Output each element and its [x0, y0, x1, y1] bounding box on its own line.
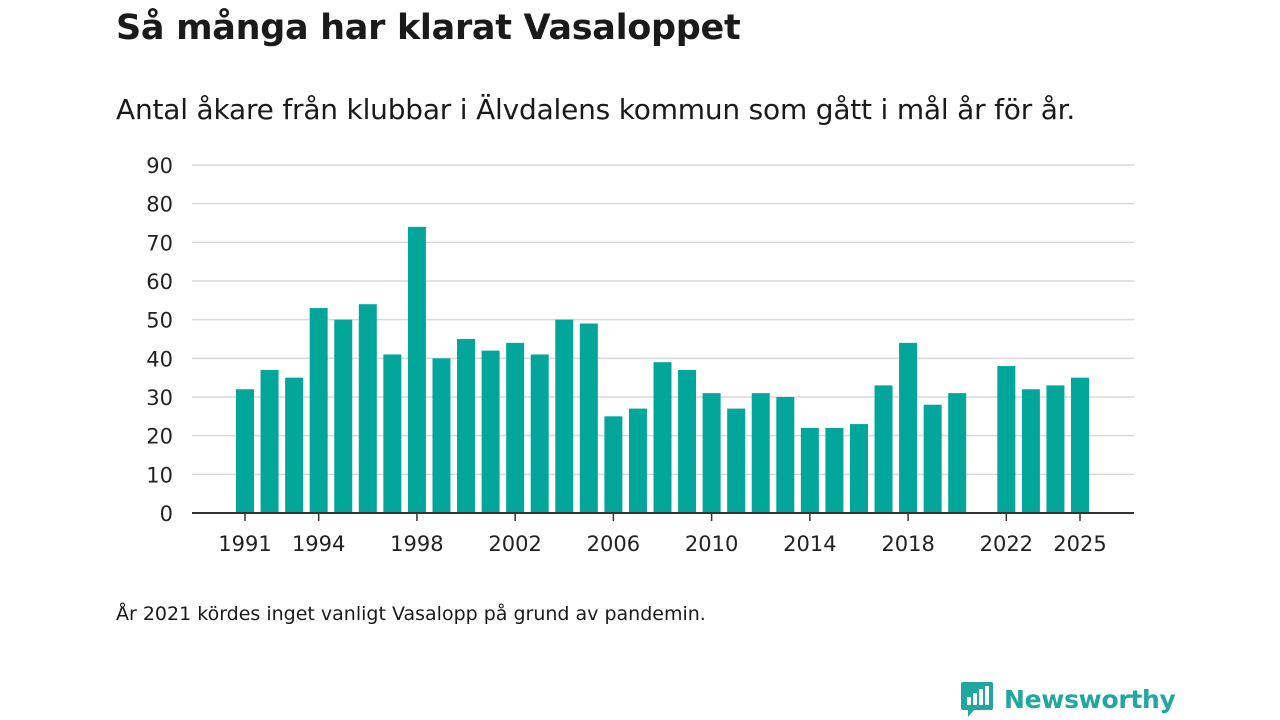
bar-2003[interactable] [530, 354, 549, 513]
x-tick-label-1991: 1991 [218, 532, 271, 556]
bar-2023[interactable] [1021, 389, 1040, 513]
bar-2007[interactable] [628, 408, 647, 513]
bar-1992[interactable] [260, 369, 279, 513]
bar-2016[interactable] [849, 424, 868, 513]
chart-subtitle: Antal åkare från klubbar i Älvdalens kom… [116, 93, 1076, 126]
brand-name: Newsworthy [1004, 684, 1176, 714]
bar-2010[interactable] [702, 393, 721, 513]
bar-2012[interactable] [751, 393, 770, 513]
bar-1993[interactable] [285, 377, 304, 513]
x-tick-label-2006: 2006 [587, 532, 640, 556]
bar-chart: 0 10 20 30 40 50 60 70 80 90 1991 1994 1998 2002 2006… [146, 154, 1134, 556]
bar-2017[interactable] [874, 385, 893, 513]
x-tick-label-2014: 2014 [783, 532, 836, 556]
bar-2024[interactable] [1046, 385, 1065, 513]
x-tick-label-1994: 1994 [292, 532, 345, 556]
y-tick-label-0: 0 [160, 502, 173, 526]
bar-2006[interactable] [604, 416, 623, 513]
bar-2025[interactable] [1071, 377, 1089, 513]
bar-1997[interactable] [383, 354, 402, 513]
bar-2008[interactable] [653, 362, 672, 513]
bar-2004[interactable] [555, 319, 574, 513]
x-tick-label-2002: 2002 [488, 532, 541, 556]
bar-2014[interactable] [800, 427, 819, 513]
y-tick-label-60: 60 [146, 270, 173, 294]
x-axis-tick-labels: 1991 1994 1998 2002 2006 2010 2014 2018 2022 2025 [218, 513, 1107, 556]
bar-2005[interactable] [579, 323, 598, 513]
bar-2001[interactable] [481, 350, 500, 513]
bar-1998[interactable] [407, 226, 426, 513]
bar-1999[interactable] [432, 358, 451, 513]
bar-2022[interactable] [997, 366, 1016, 513]
y-tick-label-70: 70 [146, 231, 173, 255]
newsworthy-logo-icon [961, 682, 993, 717]
bar-2020[interactable] [948, 393, 967, 513]
x-tick-label-1998: 1998 [390, 532, 443, 556]
bars [236, 226, 1089, 513]
brand-logo[interactable]: Newsworthy [960, 680, 1176, 718]
bar-2018[interactable] [899, 342, 918, 513]
bar-1995[interactable] [334, 319, 353, 513]
x-tick-label-2010: 2010 [685, 532, 738, 556]
chart-title: Så många har klarat Vasaloppet [116, 8, 741, 48]
y-tick-label-40: 40 [146, 347, 173, 371]
bar-2000[interactable] [457, 339, 476, 513]
y-tick-label-90: 90 [146, 154, 173, 178]
y-tick-label-80: 80 [146, 193, 173, 217]
bar-2013[interactable] [776, 397, 795, 513]
footnote: År 2021 kördes inget vanligt Vasalopp på… [116, 603, 706, 625]
y-tick-label-50: 50 [146, 309, 173, 333]
bar-1996[interactable] [358, 304, 377, 513]
bar-1991[interactable] [236, 389, 254, 513]
bar-2011[interactable] [727, 408, 746, 513]
y-tick-label-10: 10 [146, 463, 173, 487]
x-tick-label-2022: 2022 [980, 532, 1033, 556]
y-tick-label-20: 20 [146, 425, 173, 449]
x-tick-label-2025: 2025 [1053, 532, 1106, 556]
bar-2002[interactable] [506, 342, 525, 513]
bar-2015[interactable] [825, 427, 844, 513]
bar-1994[interactable] [309, 308, 328, 513]
y-tick-label-30: 30 [146, 386, 173, 410]
x-tick-label-2018: 2018 [881, 532, 934, 556]
bar-2009[interactable] [678, 369, 697, 513]
bar-2019[interactable] [923, 404, 942, 513]
y-axis-tick-labels: 0 10 20 30 40 50 60 70 80 90 [146, 154, 173, 526]
